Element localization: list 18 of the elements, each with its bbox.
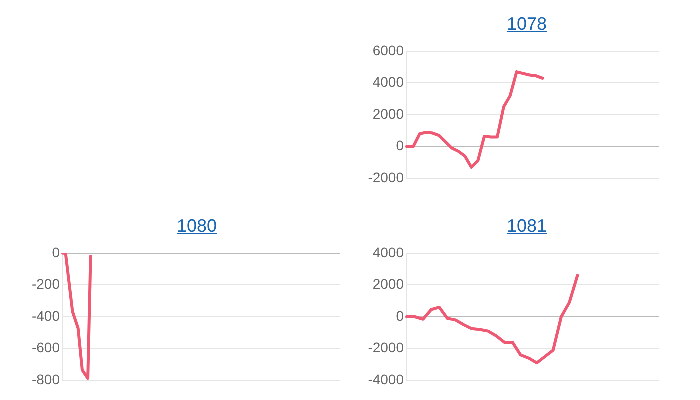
chart-title: 1081 [506, 215, 548, 238]
y-tick-label: 2000 [372, 106, 404, 122]
y-tick-label: 0 [396, 138, 404, 154]
chart-title: 1080 [176, 215, 218, 238]
y-tick-label: -200 [32, 276, 60, 292]
y-tick-label: 0 [396, 308, 404, 324]
y-tick-label: -800 [32, 371, 60, 388]
y-tick-label: 6000 [372, 42, 404, 58]
y-tick-label: 4000 [372, 244, 404, 260]
y-tick-label: -4000 [368, 371, 404, 388]
y-tick-label: 0 [52, 244, 60, 260]
chart-title: 1078 [506, 13, 548, 36]
y-tick-label: 2000 [372, 276, 404, 292]
y-tick-label: -600 [32, 340, 60, 356]
y-tick-label: 4000 [372, 74, 404, 90]
y-tick-label: -400 [32, 308, 60, 324]
y-tick-label: -2000 [368, 169, 404, 186]
y-tick-label: -2000 [368, 340, 404, 356]
